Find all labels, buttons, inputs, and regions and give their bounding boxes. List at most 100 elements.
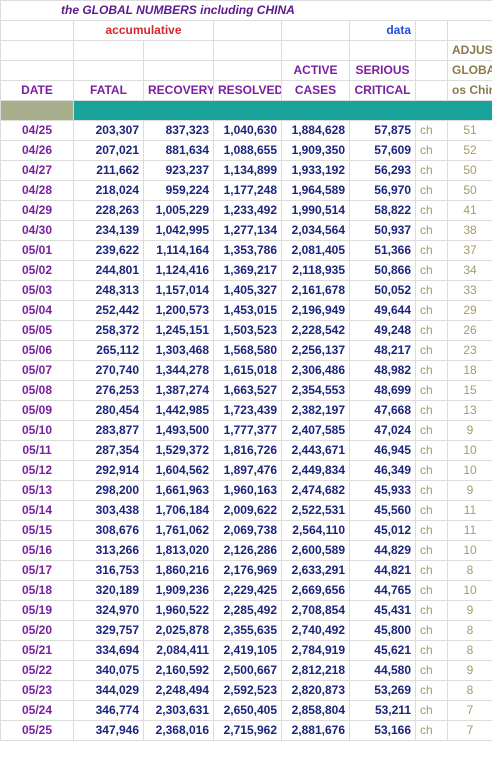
recovery-cell[interactable]: 2,160,592: [143, 660, 214, 681]
serious-critical-cell[interactable]: 45,560: [349, 500, 416, 521]
fatal-cell[interactable]: 234,139: [73, 220, 144, 241]
resolved-cell[interactable]: 1,723,439: [213, 400, 282, 421]
resolved-cell[interactable]: 2,285,492: [213, 600, 282, 621]
recovery-cell[interactable]: 1,042,995: [143, 220, 214, 241]
fatal-cell[interactable]: 239,622: [73, 240, 144, 261]
date-cell[interactable]: 04/28: [0, 180, 74, 201]
active-cases-cell[interactable]: 2,034,564: [281, 220, 350, 241]
date-cell[interactable]: 04/30: [0, 220, 74, 241]
active-cases-cell[interactable]: 2,382,197: [281, 400, 350, 421]
active-cases-cell[interactable]: 1,884,628: [281, 120, 350, 141]
fatal-cell[interactable]: 308,676: [73, 520, 144, 541]
resolved-cell[interactable]: 2,715,962: [213, 720, 282, 741]
serious-critical-cell[interactable]: 44,829: [349, 540, 416, 561]
cell[interactable]: [0, 40, 74, 61]
adjust-cell[interactable]: 8: [446, 680, 492, 701]
recovery-cell[interactable]: 1,200,573: [143, 300, 214, 321]
cell[interactable]: [349, 40, 416, 61]
adjust-cell[interactable]: 37: [446, 240, 492, 261]
date-cell[interactable]: 05/23: [0, 680, 74, 701]
adjust-cell[interactable]: 33: [446, 280, 492, 301]
fatal-cell[interactable]: 244,801: [73, 260, 144, 281]
serious-critical-cell[interactable]: 44,580: [349, 660, 416, 681]
ch-cell[interactable]: ch: [415, 620, 448, 641]
date-cell[interactable]: 05/12: [0, 460, 74, 481]
active-cases-cell[interactable]: 1,990,514: [281, 200, 350, 221]
active-cases-cell[interactable]: 2,306,486: [281, 360, 350, 381]
recovery-cell[interactable]: 2,368,016: [143, 720, 214, 741]
cell[interactable]: [73, 40, 144, 61]
date-cell[interactable]: 05/13: [0, 480, 74, 501]
date-cell[interactable]: 04/27: [0, 160, 74, 181]
serious-critical-cell[interactable]: 45,800: [349, 620, 416, 641]
serious-critical-cell[interactable]: 45,621: [349, 640, 416, 661]
fatal-cell[interactable]: 276,253: [73, 380, 144, 401]
resolved-cell[interactable]: 2,069,738: [213, 520, 282, 541]
serious-critical-cell[interactable]: 45,431: [349, 600, 416, 621]
fatal-cell[interactable]: 207,021: [73, 140, 144, 161]
serious-critical-cell[interactable]: 49,248: [349, 320, 416, 341]
resolved-cell[interactable]: 1,615,018: [213, 360, 282, 381]
resolved-cell[interactable]: 1,134,899: [213, 160, 282, 181]
date-cell[interactable]: 05/10: [0, 420, 74, 441]
serious-critical-cell[interactable]: 56,970: [349, 180, 416, 201]
date-cell[interactable]: 05/16: [0, 540, 74, 561]
fatal-cell[interactable]: 324,970: [73, 600, 144, 621]
active-cases-cell[interactable]: 2,669,656: [281, 580, 350, 601]
ch-cell[interactable]: ch: [415, 440, 448, 461]
adjust-cell[interactable]: 8: [446, 640, 492, 661]
recovery-cell[interactable]: 1,114,164: [143, 240, 214, 261]
serious-critical-cell[interactable]: 48,982: [349, 360, 416, 381]
active-cases-cell[interactable]: 2,196,949: [281, 300, 350, 321]
ch-cell[interactable]: ch: [415, 420, 448, 441]
ch-cell[interactable]: ch: [415, 260, 448, 281]
ch-cell[interactable]: ch: [415, 140, 448, 161]
date-cell[interactable]: 05/04: [0, 300, 74, 321]
ch-cell[interactable]: ch: [415, 360, 448, 381]
resolved-cell[interactable]: 1,088,655: [213, 140, 282, 161]
recovery-cell[interactable]: 2,025,878: [143, 620, 214, 641]
recovery-cell[interactable]: 1,157,014: [143, 280, 214, 301]
ch-cell[interactable]: ch: [415, 400, 448, 421]
recovery-cell[interactable]: 2,084,411: [143, 640, 214, 661]
adjust-cell[interactable]: 11: [446, 520, 492, 541]
fatal-cell[interactable]: 320,189: [73, 580, 144, 601]
serious-critical-cell[interactable]: 50,866: [349, 260, 416, 281]
resolved-cell[interactable]: 2,355,635: [213, 620, 282, 641]
cell[interactable]: [213, 60, 282, 81]
date-cell[interactable]: 05/11: [0, 440, 74, 461]
serious-critical-cell[interactable]: 50,937: [349, 220, 416, 241]
serious-critical-cell[interactable]: 44,765: [349, 580, 416, 601]
recovery-cell[interactable]: 1,303,468: [143, 340, 214, 361]
adjust-cell[interactable]: 8: [446, 620, 492, 641]
recovery-cell[interactable]: 1,442,985: [143, 400, 214, 421]
recovery-cell[interactable]: 1,813,020: [143, 540, 214, 561]
adjust-cell[interactable]: 34: [446, 260, 492, 281]
cell[interactable]: [281, 20, 350, 41]
fatal-cell[interactable]: 313,266: [73, 540, 144, 561]
cell[interactable]: [415, 80, 448, 101]
resolved-cell[interactable]: 1,405,327: [213, 280, 282, 301]
active-cases-cell[interactable]: 2,784,919: [281, 640, 350, 661]
ch-cell[interactable]: ch: [415, 480, 448, 501]
ch-cell[interactable]: ch: [415, 320, 448, 341]
adjust-cell[interactable]: 7: [446, 720, 492, 741]
resolved-cell[interactable]: 1,663,527: [213, 380, 282, 401]
adjust-cell[interactable]: 15: [446, 380, 492, 401]
recovery-cell[interactable]: 1,245,151: [143, 320, 214, 341]
serious-critical-cell[interactable]: 57,875: [349, 120, 416, 141]
ch-cell[interactable]: ch: [415, 160, 448, 181]
ch-cell[interactable]: ch: [415, 520, 448, 541]
fatal-cell[interactable]: 270,740: [73, 360, 144, 381]
ch-cell[interactable]: ch: [415, 560, 448, 581]
serious-critical-cell[interactable]: 53,166: [349, 720, 416, 741]
date-cell[interactable]: 05/02: [0, 260, 74, 281]
serious-critical-cell[interactable]: 46,349: [349, 460, 416, 481]
active-cases-cell[interactable]: 2,564,110: [281, 520, 350, 541]
fatal-cell[interactable]: 344,029: [73, 680, 144, 701]
recovery-cell[interactable]: 1,005,229: [143, 200, 214, 221]
ch-cell[interactable]: ch: [415, 200, 448, 221]
cell[interactable]: [446, 20, 492, 41]
recovery-cell[interactable]: 837,323: [143, 120, 214, 141]
fatal-cell[interactable]: 298,200: [73, 480, 144, 501]
